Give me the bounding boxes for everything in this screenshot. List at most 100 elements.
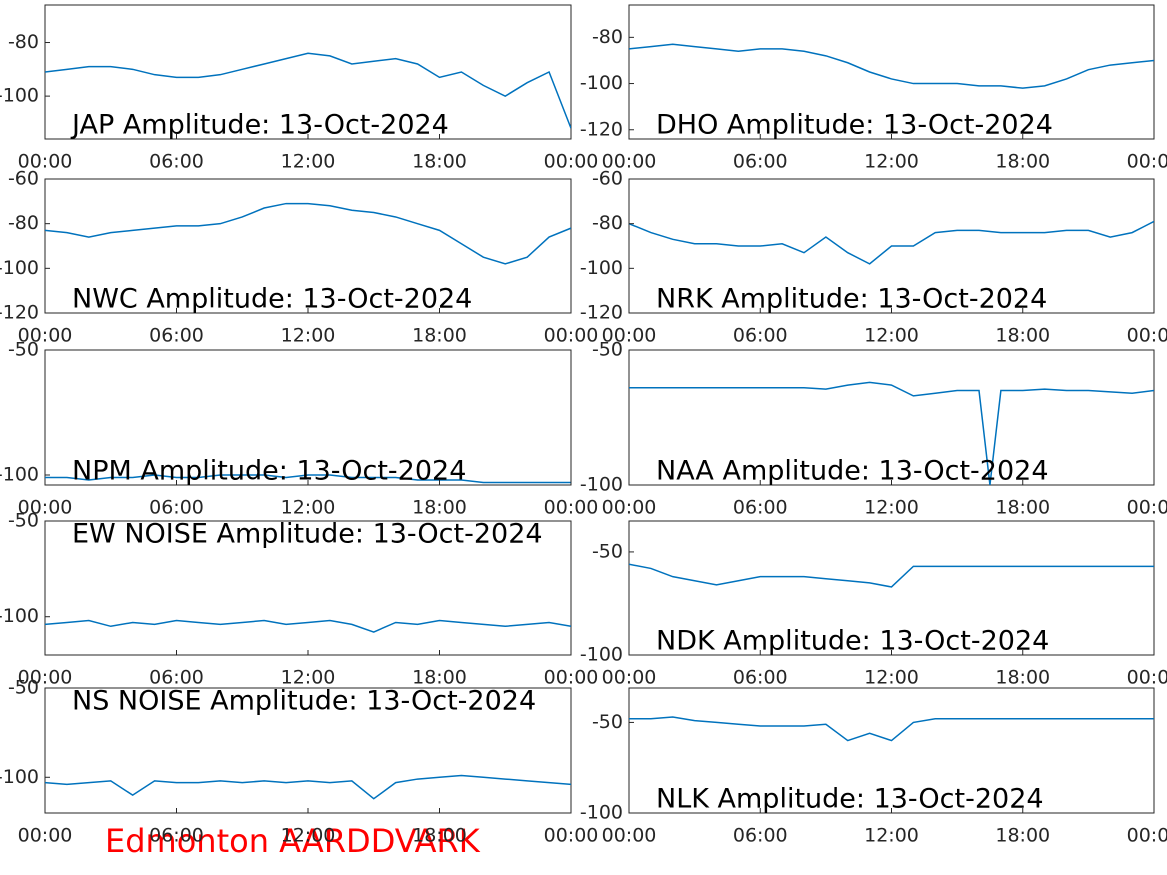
y-tick-label: -80	[592, 212, 623, 234]
y-tick-label: -100	[580, 644, 623, 666]
plot-area	[44, 178, 572, 314]
panel-title: NS NOISE Amplitude: 13-Oct-2024	[72, 686, 536, 717]
x-tick-label: 18:00	[995, 825, 1050, 847]
panel: -100 -50 00:00 06:00 12:00 18:00 00:00 NPM Ampl…	[0, 339, 598, 519]
y-tick-label: -80	[8, 31, 39, 53]
x-tick-label: 06:00	[149, 497, 204, 519]
x-tick-label: 12:00	[281, 825, 336, 847]
y-tick-label: -50	[592, 711, 623, 733]
panel: -120 -100 -80 00:00 06:00 12:00 18:00 00:00 DHO …	[580, 4, 1167, 173]
y-tick-label: -120	[580, 118, 623, 140]
y-tick-label: -100	[0, 257, 39, 279]
x-tick-label: 00:00	[18, 497, 73, 519]
x-tick-label: 18:00	[412, 151, 467, 173]
x-tick-label: 06:00	[149, 325, 204, 347]
x-tick-label: 06:00	[149, 151, 204, 173]
y-tick-label: -120	[0, 302, 39, 324]
data-line	[629, 43, 1154, 89]
y-tick-label: -50	[592, 339, 623, 361]
panel: -100 -80 00:00 06:00 12:00 18:00 00:00 JAP Ampl…	[0, 4, 599, 173]
x-tick-label: 18:00	[412, 325, 467, 347]
panel-title: NAA Amplitude: 13-Oct-2024	[656, 456, 1049, 487]
data-line	[45, 202, 571, 265]
y-tick-label: -100	[580, 257, 623, 279]
y-tick-label: -100	[0, 766, 39, 788]
panel-title: NWC Amplitude: 13-Oct-2024	[72, 284, 472, 315]
x-tick-label: 18:00	[412, 497, 467, 519]
x-tick-label: 00:00	[1127, 325, 1167, 347]
plot-area	[628, 687, 1155, 814]
panel: -120 -100 -80 -60 00:00 06:00 12:00 18:00 00:00 N…	[580, 168, 1167, 347]
footer: Edmonton AARDDVARK	[105, 822, 481, 860]
plot-area	[44, 349, 572, 486]
x-tick-label: 12:00	[864, 497, 919, 519]
x-tick-label: 06:00	[733, 667, 788, 689]
x-tick-label: 00:00	[18, 825, 73, 847]
x-tick-label: 00:00	[602, 151, 657, 173]
y-tick-label: -60	[8, 168, 39, 190]
x-tick-label: 06:00	[733, 325, 788, 347]
panel: -100 -50 00:00 06:00 12:00 18:00 00:00 NS NOISE…	[0, 677, 598, 847]
x-tick-label: 00:00	[602, 825, 657, 847]
x-tick-label: 06:00	[149, 825, 204, 847]
data-line	[45, 474, 571, 484]
x-tick-label: 00:00	[602, 667, 657, 689]
x-tick-label: 12:00	[864, 667, 919, 689]
x-tick-label: 00:00	[1127, 667, 1167, 689]
x-tick-label: 00:00	[1127, 497, 1167, 519]
panel: -100 -50 00:00 06:00 12:00 18:00 00:00 NAA Ampl…	[580, 339, 1167, 519]
y-tick-label: -60	[592, 168, 623, 190]
x-tick-label: 00:00	[544, 825, 599, 847]
y-tick-label: -100	[580, 802, 623, 824]
x-tick-label: 18:00	[995, 151, 1050, 173]
panel: -100 -50 00:00 06:00 12:00 18:00 00:00 NDK Ampl…	[580, 520, 1167, 689]
x-tick-label: 00:00	[18, 325, 73, 347]
x-tick-label: 12:00	[281, 497, 336, 519]
data-line	[629, 220, 1154, 265]
y-tick-label: -50	[592, 540, 623, 562]
plot-area	[628, 520, 1155, 656]
plot-area	[44, 4, 572, 140]
plot-area	[628, 4, 1155, 140]
y-tick-label: -100	[580, 474, 623, 496]
x-tick-label: 00:00	[1127, 825, 1167, 847]
panel: -100 -50 00:00 06:00 12:00 18:00 00:00 NLK Ampl…	[580, 687, 1167, 847]
x-tick-label: 18:00	[995, 667, 1050, 689]
x-tick-label: 12:00	[864, 825, 919, 847]
x-tick-label: 00:00	[544, 497, 599, 519]
x-tick-label: 18:00	[995, 497, 1050, 519]
x-tick-label: 12:00	[864, 325, 919, 347]
x-tick-label: 00:00	[18, 151, 73, 173]
x-tick-label: 18:00	[995, 325, 1050, 347]
y-tick-label: -50	[8, 677, 39, 699]
x-tick-label: 00:00	[18, 667, 73, 689]
x-tick-label: 12:00	[281, 151, 336, 173]
x-tick-label: 00:00	[544, 151, 599, 173]
x-tick-label: 00:00	[544, 667, 599, 689]
x-tick-label: 06:00	[733, 497, 788, 519]
x-tick-label: 00:00	[602, 497, 657, 519]
panel-title: EW NOISE Amplitude: 13-Oct-2024	[72, 519, 543, 550]
y-tick-label: -50	[8, 339, 39, 361]
data-line	[629, 381, 1154, 485]
x-tick-label: 00:00	[602, 325, 657, 347]
x-tick-label: 06:00	[733, 151, 788, 173]
y-tick-label: -100	[0, 605, 39, 627]
panel-title: NLK Amplitude: 13-Oct-2024	[656, 784, 1044, 815]
y-tick-label: -80	[592, 26, 623, 48]
x-tick-label: 00:00	[1127, 151, 1167, 173]
panel-title: NDK Amplitude: 13-Oct-2024	[656, 626, 1049, 657]
data-line	[45, 774, 571, 800]
y-tick-label: -100	[0, 464, 39, 486]
panel-title: DHO Amplitude: 13-Oct-2024	[656, 110, 1053, 141]
x-tick-label: 06:00	[149, 667, 204, 689]
x-tick-label: 12:00	[281, 325, 336, 347]
data-line	[45, 619, 571, 633]
y-tick-label: -100	[580, 72, 623, 94]
data-line	[629, 716, 1154, 742]
x-tick-label: 06:00	[733, 825, 788, 847]
panel: -100 -50 00:00 06:00 12:00 18:00 00:00 EW NOISE…	[0, 510, 598, 689]
x-tick-label: 18:00	[412, 825, 467, 847]
y-tick-label: -50	[8, 510, 39, 532]
